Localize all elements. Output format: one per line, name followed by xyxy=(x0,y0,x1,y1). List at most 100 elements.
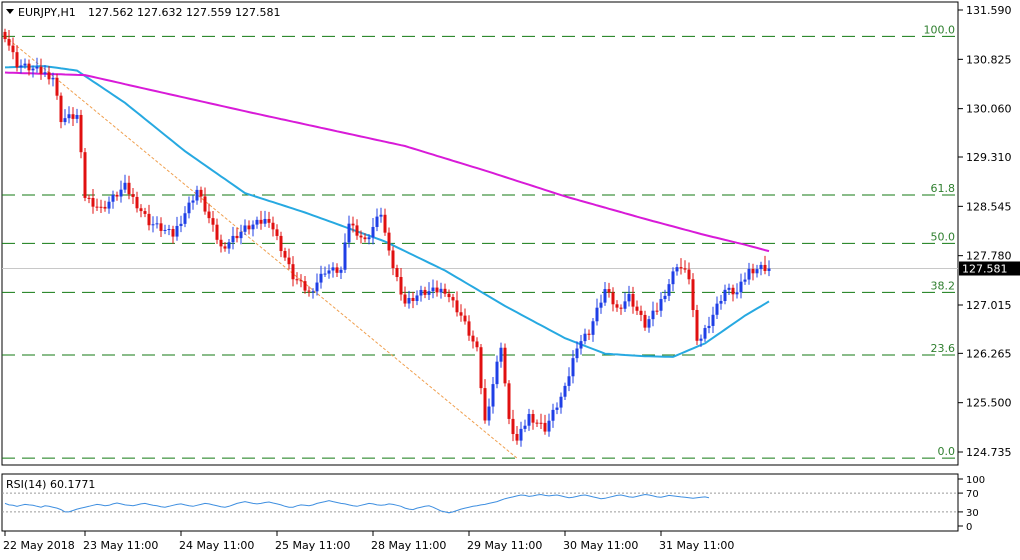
fib-level-label: 0.0 xyxy=(938,445,956,458)
candle-body xyxy=(207,211,211,219)
candle-body xyxy=(75,114,79,119)
candle-body xyxy=(155,223,159,225)
time-axis-label: 29 May 11:00 xyxy=(467,539,542,552)
candle-body xyxy=(143,211,147,214)
candle-body xyxy=(39,66,43,74)
candle-body xyxy=(631,293,635,307)
candle-body xyxy=(603,289,607,303)
rsi-axis-label: 0 xyxy=(966,522,972,533)
candle-body xyxy=(475,341,479,348)
candle-body xyxy=(755,269,759,274)
candle-body xyxy=(679,267,683,269)
candle-body xyxy=(615,304,619,308)
candle-body xyxy=(723,289,727,301)
candle-body xyxy=(243,225,247,232)
time-axis-label: 24 May 11:00 xyxy=(179,539,254,552)
current-price-label: 127.581 xyxy=(962,262,1008,275)
candle-body xyxy=(127,182,131,195)
candle-body xyxy=(139,208,143,212)
time-axis-label: 30 May 11:00 xyxy=(563,539,638,552)
fib-level-label: 23.6 xyxy=(931,342,956,355)
time-axis-label: 31 May 11:00 xyxy=(659,539,734,552)
candle-body xyxy=(687,269,691,280)
candle-body xyxy=(91,198,95,207)
fib-level-label: 38.2 xyxy=(931,279,956,292)
candle-body xyxy=(523,425,527,429)
candle-body xyxy=(247,225,251,230)
candle-body xyxy=(543,422,547,432)
candle-body xyxy=(483,388,487,421)
candle-body xyxy=(219,239,223,247)
candle-body xyxy=(507,383,511,419)
candle-body xyxy=(759,264,763,270)
fib-level-label: 100.0 xyxy=(924,23,956,36)
candle-body xyxy=(535,422,539,424)
candle-body xyxy=(583,333,587,342)
chart-menu-triangle-icon[interactable] xyxy=(6,9,14,14)
candle-body xyxy=(539,422,543,424)
candle-body xyxy=(171,229,175,237)
rsi-indicator: 100 70 30 0 xyxy=(2,475,985,533)
candle-body xyxy=(499,347,503,362)
candle-body xyxy=(391,250,395,269)
candle-body xyxy=(19,65,23,68)
candle-body xyxy=(359,235,363,238)
candle-body xyxy=(611,292,615,305)
current-price-tag: 127.581 xyxy=(959,261,1020,276)
candle-body xyxy=(419,289,423,296)
candle-body xyxy=(235,235,239,239)
rsi-axis-label: 70 xyxy=(966,489,979,500)
rsi-axis-label: 100 xyxy=(966,475,985,486)
candle-body xyxy=(731,287,735,295)
candle-body xyxy=(415,295,419,301)
candle-body xyxy=(451,297,455,301)
rsi-label: RSI(14) 60.1771 xyxy=(6,478,95,491)
candle-body xyxy=(291,264,295,280)
candle-body xyxy=(227,242,231,249)
candle-body xyxy=(15,52,19,68)
candle-body xyxy=(727,287,731,290)
candle-body xyxy=(607,289,611,293)
candle-body xyxy=(79,114,83,153)
candle-body xyxy=(623,301,627,309)
candle-body xyxy=(671,271,675,285)
candle-body xyxy=(651,310,655,320)
candle-body xyxy=(575,348,579,359)
candle-body xyxy=(327,270,331,274)
candle-body xyxy=(55,77,59,96)
candle-body xyxy=(63,118,67,123)
candle-body xyxy=(31,68,35,71)
candle-body xyxy=(287,257,291,265)
candle-body xyxy=(395,268,399,278)
price-axis-label: 131.590 xyxy=(966,4,1012,17)
candle-body xyxy=(563,385,567,397)
candle-body xyxy=(23,63,27,66)
price-axis-label: 128.545 xyxy=(966,200,1012,213)
moving-averages xyxy=(4,65,770,358)
candle-body xyxy=(619,307,623,309)
candle-body xyxy=(303,281,307,291)
candle-body xyxy=(595,307,599,322)
candle-body xyxy=(503,347,507,384)
candle-body xyxy=(515,434,519,441)
candle-body xyxy=(3,31,7,40)
candle-body xyxy=(163,229,167,231)
candle-body xyxy=(203,196,207,212)
candle-body xyxy=(323,273,327,275)
price-axis-label: 130.825 xyxy=(966,53,1012,66)
candle-body xyxy=(255,219,259,225)
candle-body xyxy=(547,420,551,432)
candle-body xyxy=(579,341,583,349)
candle-body xyxy=(767,268,771,271)
slow-moving-average-line xyxy=(4,71,770,253)
price-axis-label: 126.265 xyxy=(966,347,1012,360)
candle-body xyxy=(423,289,427,295)
candle-body xyxy=(263,218,267,224)
candle-body xyxy=(735,292,739,295)
candle-body xyxy=(527,414,531,426)
candle-body xyxy=(251,224,255,230)
candle-body xyxy=(343,242,347,270)
candle-body xyxy=(283,251,287,258)
